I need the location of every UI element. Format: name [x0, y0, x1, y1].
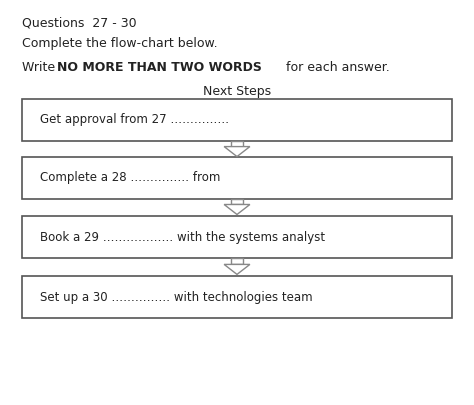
FancyBboxPatch shape: [21, 217, 453, 258]
Polygon shape: [224, 205, 250, 215]
Text: Book a 29 ……………… with the systems analyst: Book a 29 ……………… with the systems analys…: [40, 231, 325, 244]
FancyBboxPatch shape: [231, 141, 243, 147]
Text: NO MORE THAN TWO WORDS: NO MORE THAN TWO WORDS: [57, 61, 262, 74]
Text: Complete the flow-chart below.: Complete the flow-chart below.: [21, 37, 217, 50]
Text: Questions  27 - 30: Questions 27 - 30: [21, 17, 136, 30]
Text: Next Steps: Next Steps: [203, 85, 271, 98]
FancyBboxPatch shape: [231, 258, 243, 264]
FancyBboxPatch shape: [21, 99, 453, 141]
Polygon shape: [224, 264, 250, 275]
FancyBboxPatch shape: [21, 157, 453, 198]
FancyBboxPatch shape: [231, 198, 243, 205]
Text: Complete a 28 …………… from: Complete a 28 …………… from: [40, 171, 220, 184]
FancyBboxPatch shape: [21, 276, 453, 318]
Text: Set up a 30 …………… with technologies team: Set up a 30 …………… with technologies team: [40, 291, 313, 304]
Text: Get approval from 27 ……………: Get approval from 27 ……………: [40, 113, 229, 126]
Polygon shape: [224, 147, 250, 157]
Text: for each answer.: for each answer.: [282, 61, 389, 74]
Text: Write: Write: [21, 61, 59, 74]
